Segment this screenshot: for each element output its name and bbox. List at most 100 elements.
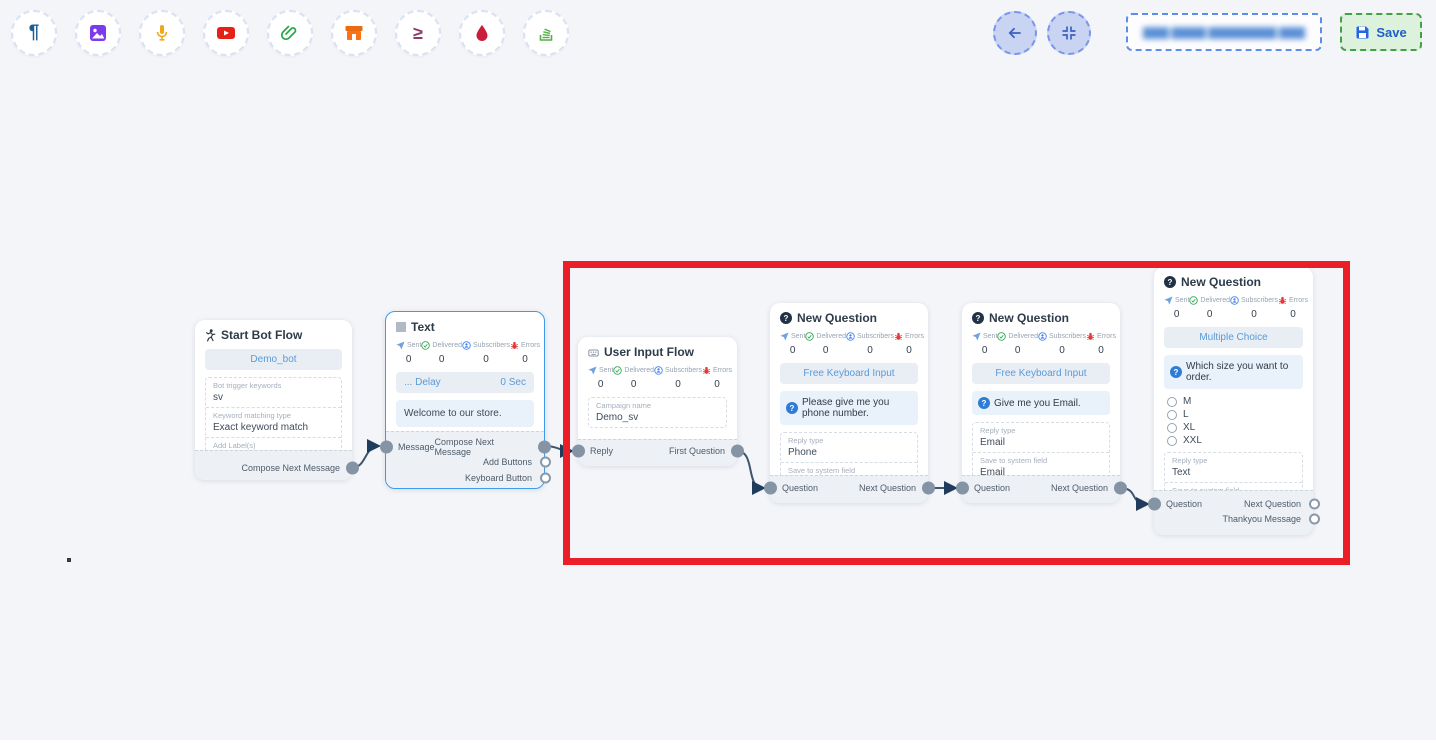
reply-type-field[interactable]: Reply type Text	[1172, 456, 1208, 478]
option-xl[interactable]: XL	[1167, 422, 1303, 433]
node-footer	[386, 431, 544, 488]
output-port-thankyou-message[interactable]	[1308, 513, 1320, 525]
droplet-icon	[476, 25, 488, 41]
fit-screen-button[interactable]	[1047, 11, 1091, 55]
question-text-box[interactable]: ? Please give me you phone number.	[780, 391, 918, 425]
node-text[interactable]: Text Sent 0 Delivered 0 Subscribers 0 Error…	[379, 311, 551, 489]
add-buttons-label: Add Buttons	[482, 457, 532, 467]
save-label: Save	[1376, 24, 1407, 40]
question-port-label: Question	[974, 483, 1011, 493]
delivered-icon	[805, 332, 815, 341]
bot-name-field[interactable]: Demo_bot	[205, 349, 342, 370]
image-icon	[90, 25, 106, 41]
next-question-label: Next Question	[1050, 483, 1108, 493]
output-port-next-question[interactable]	[1308, 498, 1320, 510]
bot-trigger-keywords-field[interactable]: Bot trigger keywords sv	[213, 381, 282, 403]
reply-port-label: Reply	[590, 446, 614, 456]
node-question-email[interactable]: ? New Question Sent 0 Delivered 0 Subscrib…	[955, 303, 1127, 503]
node-footer	[962, 475, 1120, 503]
node-question-phone[interactable]: ? New Question Sent 0 Delivered 0 Subscrib…	[763, 303, 935, 503]
node-question-size[interactable]: ? New Question Sent 0 Delivered 0 Subscrib…	[1147, 267, 1320, 535]
node-footer	[578, 439, 737, 466]
subscribers-icon	[654, 366, 663, 375]
output-port-next-question[interactable]	[1113, 481, 1127, 495]
node-title: ? New Question	[1164, 275, 1303, 289]
output-port-add-buttons[interactable]	[539, 456, 551, 468]
choice-options: M L XL XXL	[1167, 396, 1303, 446]
question-port-label: Question	[1166, 499, 1203, 509]
output-port-compose-next-message[interactable]	[345, 461, 359, 475]
stack-icon	[539, 28, 553, 41]
toolbar-button-drip[interactable]	[459, 10, 505, 56]
reply-type-field[interactable]: Reply type Email	[980, 426, 1016, 448]
sent-icon	[588, 366, 597, 375]
delay-field[interactable]: ... Delay 0 Sec	[396, 372, 534, 393]
toolbar-button-file[interactable]	[267, 10, 313, 56]
option-m[interactable]: M	[1167, 396, 1303, 407]
question-icon: ?	[978, 397, 990, 409]
sent-icon	[972, 332, 981, 341]
radio-icon	[1167, 409, 1177, 420]
toolbar-button-video[interactable]	[203, 10, 249, 56]
radio-icon	[1167, 396, 1177, 407]
message-text[interactable]: Welcome to our store.	[396, 400, 534, 427]
bottom-strip	[0, 740, 1436, 748]
input-port-message[interactable]	[379, 440, 393, 454]
reply-type-field[interactable]: Reply type Phone	[788, 436, 824, 458]
save-to-system-field[interactable]: Save to system field Email	[973, 452, 1109, 482]
question-text-box[interactable]: ? Which size you want to order.	[1164, 355, 1303, 389]
keyboard-button-label: Keyboard Button	[464, 473, 532, 483]
node-user-input-flow[interactable]: User Input Flow Sent 0 Delivered 0 Subscri…	[571, 337, 744, 466]
node-start-bot-flow[interactable]: Start Bot Flow Demo_bot Bot trigger keyw…	[195, 320, 359, 480]
output-port-keyboard-button[interactable]	[539, 472, 551, 484]
input-port-question[interactable]	[955, 481, 969, 495]
save-button[interactable]: Save	[1340, 13, 1422, 51]
radio-icon	[1167, 422, 1177, 433]
option-l[interactable]: L	[1167, 409, 1303, 420]
stats-row: Sent 0 Delivered 0 Subscribers 0 Errors 0	[396, 341, 540, 365]
node-title: Start Bot Flow	[205, 328, 342, 342]
thankyou-message-label: Thankyou Message	[1222, 514, 1301, 524]
question-text-box[interactable]: ? Give me you Email.	[972, 391, 1110, 415]
delivered-icon	[421, 341, 431, 350]
campaign-fields: Campaign name Demo_sv	[588, 397, 727, 428]
toolbar-button-image[interactable]	[75, 10, 121, 56]
output-port-first-question[interactable]	[730, 444, 744, 458]
question-icon: ?	[1164, 276, 1176, 288]
stats-row: Sent 0 Delivered 0 Subscribers 0 Errors 0	[780, 332, 924, 356]
subscribers-icon	[846, 332, 855, 341]
flow-title-input[interactable]: ▇▇▇ ▇▇▇▇ ▇▇▇▇▇▇▇▇ ▇▇▇	[1126, 13, 1322, 51]
node-footer	[770, 475, 928, 503]
next-question-label: Next Question	[858, 483, 916, 493]
question-type-pill[interactable]: Free Keyboard Input	[780, 363, 918, 384]
output-port-next-question[interactable]	[921, 481, 935, 495]
subscribers-icon	[462, 341, 471, 350]
flow-title-redacted: ▇▇▇ ▇▇▇▇ ▇▇▇▇▇▇▇▇ ▇▇▇	[1143, 26, 1305, 39]
node-title: User Input Flow	[588, 345, 727, 359]
compose-next-message-label: Compose Next Message	[241, 463, 340, 473]
question-type-pill[interactable]: Free Keyboard Input	[972, 363, 1110, 384]
node-title: ? New Question	[972, 311, 1110, 325]
user-input-icon	[588, 349, 599, 356]
option-xxl[interactable]: XXL	[1167, 435, 1303, 446]
input-port-reply[interactable]	[571, 444, 585, 458]
sent-icon	[396, 341, 405, 350]
input-port-question[interactable]	[1147, 497, 1161, 511]
question-type-pill[interactable]: Multiple Choice	[1164, 327, 1303, 348]
toolbar-button-sequence[interactable]	[523, 10, 569, 56]
input-port-question[interactable]	[763, 481, 777, 495]
toolbar-button-audio[interactable]	[139, 10, 185, 56]
node-title: Text	[396, 320, 534, 334]
toolbar-button-text[interactable]: ¶	[11, 10, 57, 56]
back-button[interactable]	[993, 11, 1037, 55]
delivered-icon	[1189, 296, 1199, 305]
question-icon: ?	[972, 312, 984, 324]
keyword-matching-type-field[interactable]: Keyword matching type Exact keyword matc…	[206, 407, 341, 437]
output-port-compose-next-message[interactable]	[537, 440, 551, 454]
stray-dot	[67, 558, 71, 562]
toolbar-button-store[interactable]	[331, 10, 377, 56]
campaign-name-field[interactable]: Campaign name Demo_sv	[596, 401, 652, 423]
errors-icon	[894, 332, 903, 341]
toolbar-button-condition[interactable]: ≥	[395, 10, 441, 56]
highlight-rectangle	[563, 261, 1350, 565]
